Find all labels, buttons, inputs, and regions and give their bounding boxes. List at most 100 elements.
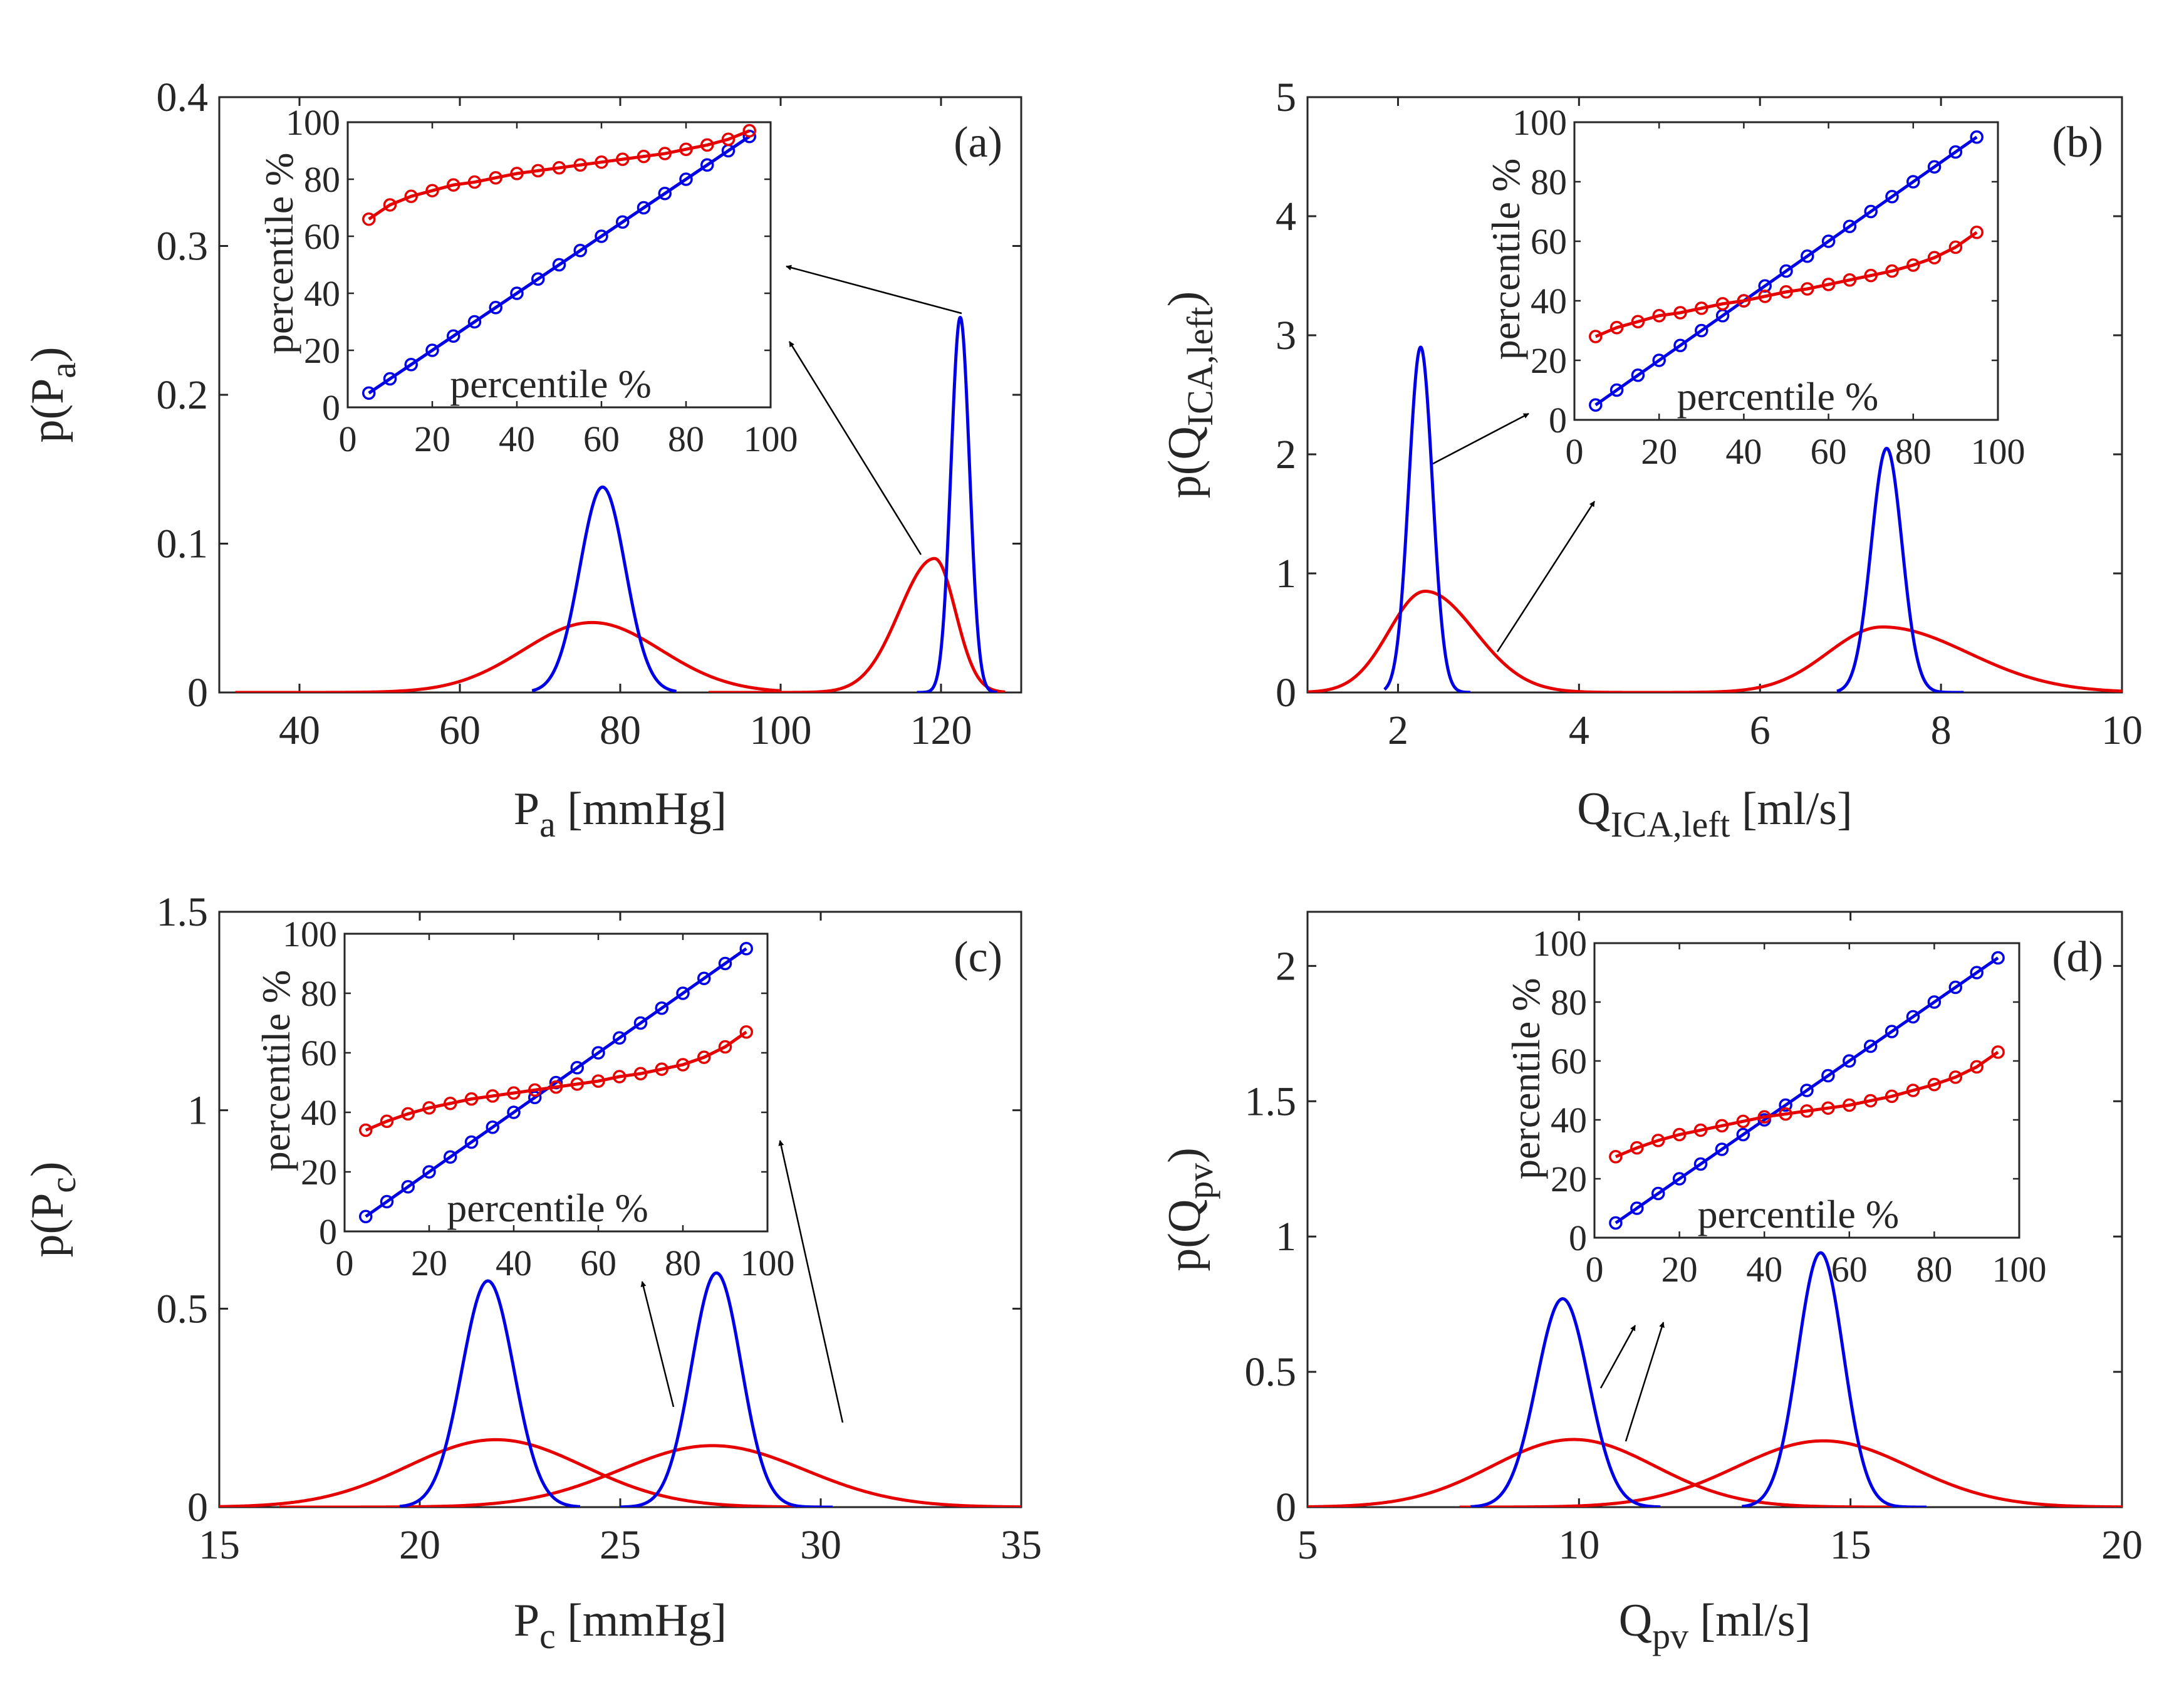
x-tick-label: 4 xyxy=(1569,708,1589,753)
inset-red-marker xyxy=(1779,285,1793,299)
inset-red-marker xyxy=(1630,1141,1644,1155)
inset: 0 20 40 60 80 100 0 20 40 60 80 100 percentile % perc… xyxy=(1504,923,2047,1290)
x-tick-label: 15 xyxy=(199,1522,240,1568)
inset-red-marker xyxy=(464,1092,479,1106)
inset-x-tick-label: 0 xyxy=(1586,1249,1604,1290)
x-tick-label: 35 xyxy=(1001,1522,1042,1568)
inset-blue-marker xyxy=(1821,1068,1835,1083)
inset-y-tick-label: 40 xyxy=(304,273,340,314)
inset-x-tick-label: 100 xyxy=(741,1243,795,1283)
inset-red-marker xyxy=(1970,226,1984,239)
red-density-curve xyxy=(707,556,1006,692)
x-tick-label: 15 xyxy=(1830,1522,1871,1568)
inset-blue-marker xyxy=(1801,249,1814,263)
annotation-arrow xyxy=(1496,501,1596,652)
y-axis-label-subscript: ICA,left xyxy=(1181,306,1220,426)
inset-x-axis-label: percentile % xyxy=(1698,1192,1900,1236)
inset-blue-marker xyxy=(1927,160,1942,174)
inset-y-axis-label: percentile % xyxy=(1484,159,1528,360)
inset-red-marker xyxy=(528,1083,542,1097)
blue-density-curve xyxy=(398,1279,581,1507)
inset-blue-marker xyxy=(1800,1084,1814,1097)
inset-y-tick-label: 0 xyxy=(319,1211,337,1252)
x-axis-label-part: [ml/s] xyxy=(1688,1595,1811,1646)
inset-blue-marker xyxy=(510,286,524,300)
inset-blue-marker xyxy=(383,372,397,386)
x-tick-label: 30 xyxy=(800,1522,841,1568)
inset-blue-marker xyxy=(655,1001,668,1015)
y-tick-label: 0.4 xyxy=(157,75,209,120)
x-tick-label: 60 xyxy=(439,708,481,753)
inset-red-marker xyxy=(1737,294,1751,308)
inset-blue-marker xyxy=(1863,1039,1878,1053)
inset-y-tick-label: 40 xyxy=(1531,281,1567,321)
y-tick-label: 0.5 xyxy=(157,1286,209,1332)
inset-blue-marker xyxy=(573,244,587,258)
inset-x-tick-label: 80 xyxy=(1916,1249,1952,1290)
inset-y-tick-label: 40 xyxy=(301,1092,337,1133)
inset-blue-marker xyxy=(1652,353,1666,367)
y-axis-label: p(QICA,left) xyxy=(1159,291,1220,499)
inset-x-tick-label: 20 xyxy=(1661,1249,1698,1290)
inset-x-axis-label: percentile % xyxy=(450,362,652,406)
inset-red-marker xyxy=(591,1074,605,1088)
inset-red-marker xyxy=(655,1062,668,1076)
y-axis-label-part: ) xyxy=(1159,291,1210,307)
y-tick-label: 1 xyxy=(1276,1214,1296,1260)
inset-y-tick-label: 100 xyxy=(286,102,340,143)
inset-y-tick-label: 20 xyxy=(301,1152,337,1193)
red-density-curve xyxy=(235,620,781,692)
y-axis-label: p(Qpv) xyxy=(1159,1147,1220,1271)
inset-blue-marker xyxy=(1970,130,1984,144)
blue-density-curve xyxy=(1836,447,1965,692)
inset-blue-marker xyxy=(1609,383,1624,397)
inset-blue-marker xyxy=(718,956,732,971)
inset-x-tick-label: 20 xyxy=(411,1243,447,1283)
inset-blue-marker xyxy=(1906,175,1920,189)
inset-blue-marker xyxy=(739,942,753,956)
inset-red-marker xyxy=(1906,258,1920,272)
x-tick-label: 20 xyxy=(399,1522,440,1568)
inset-y-tick-label: 20 xyxy=(1551,1159,1587,1199)
inset-blue-marker xyxy=(1693,1157,1708,1171)
inset-red-marker xyxy=(679,142,693,156)
inset-red-marker xyxy=(1843,273,1857,287)
inset-blue-line xyxy=(1615,956,1999,1225)
y-axis-label-part: ) xyxy=(1159,1147,1210,1163)
x-axis-label-subscript: c xyxy=(539,1617,556,1656)
y-axis-label-part: p(P xyxy=(22,1193,73,1258)
inset-red-marker xyxy=(739,1025,753,1039)
blue-density-curve xyxy=(1740,1251,1928,1507)
inset-red-marker xyxy=(552,161,566,175)
inset-red-marker xyxy=(721,132,736,147)
inset-red-marker xyxy=(1821,278,1836,291)
inset-red-marker xyxy=(676,1058,690,1072)
red-density-curve xyxy=(1308,590,1698,692)
density-curves xyxy=(235,316,1006,692)
inset-red-marker xyxy=(633,1067,648,1080)
inset-red-marker xyxy=(467,175,482,189)
x-axis-label-part: P xyxy=(514,783,539,835)
y-tick-label: 0 xyxy=(187,1485,208,1530)
y-axis-label-subscript: a xyxy=(44,362,83,379)
inset-blue-marker xyxy=(486,1120,499,1134)
axes-frame xyxy=(1306,911,2123,1508)
inset-x-tick-label: 60 xyxy=(1811,431,1847,472)
inset-blue-marker xyxy=(1631,368,1645,382)
inset-red-marker xyxy=(570,1077,584,1091)
inset-red-marker xyxy=(1991,1045,2005,1059)
inset-blue-marker xyxy=(616,215,630,229)
inset-blue-marker xyxy=(1672,1172,1687,1186)
inset-red-marker xyxy=(362,212,376,226)
y-tick-label: 2 xyxy=(1276,943,1296,989)
inset-blue-marker xyxy=(595,229,608,243)
red-density-curve xyxy=(279,1444,1021,1507)
inset-blue-marker xyxy=(467,315,482,329)
inset-red-marker xyxy=(486,1089,499,1103)
y-tick-label: 4 xyxy=(1276,194,1296,239)
inset-x-tick-label: 60 xyxy=(580,1243,616,1283)
annotation-arrow xyxy=(1432,412,1529,465)
inset-y-tick-label: 20 xyxy=(1531,340,1567,381)
